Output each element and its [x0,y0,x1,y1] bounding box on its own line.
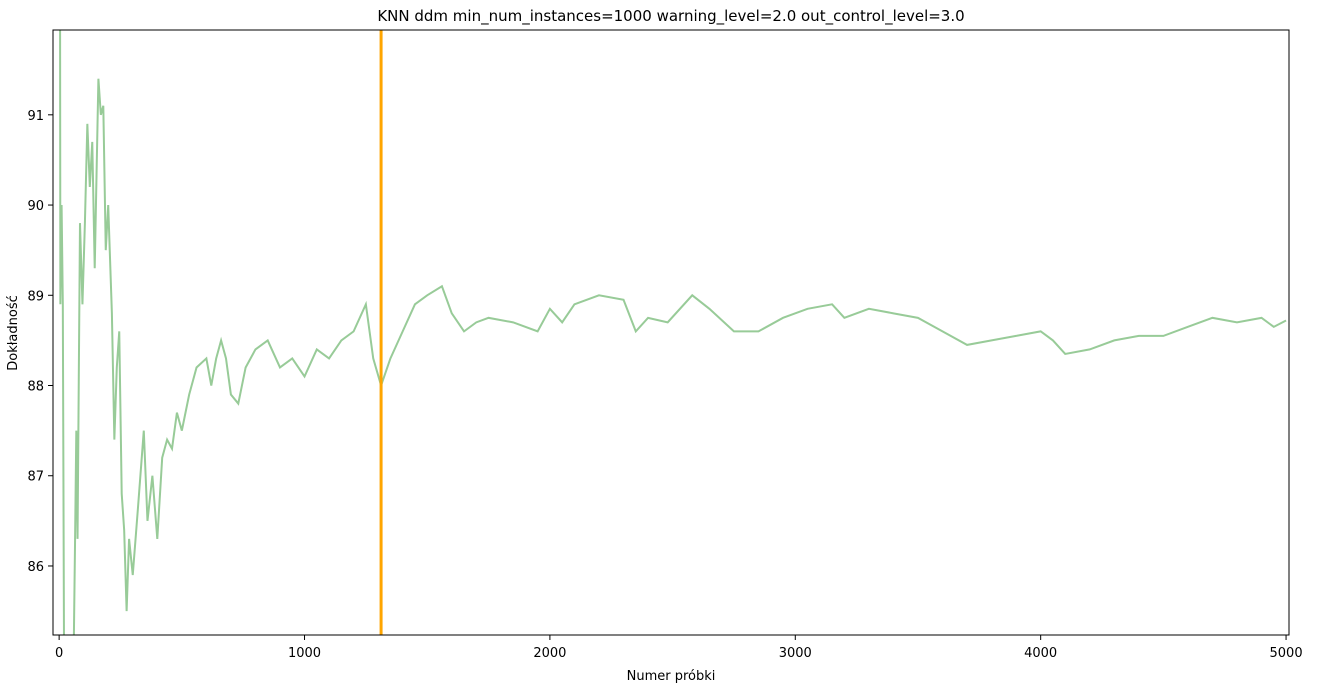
plot-frame [52,29,1290,636]
y-tick-label: 88 [27,380,44,395]
data-line [59,30,1287,635]
x-tick-label: 4000 [1024,646,1057,661]
x-tick-label: 5000 [1270,646,1303,661]
plot-area [59,30,1287,635]
x-axis-label: Numer próbki [627,669,716,684]
y-tick-label: 86 [27,560,44,575]
chart-title: KNN ddm min_num_instances=1000 warning_l… [377,7,964,26]
y-tick-label: 91 [27,109,44,124]
x-tick-label: 3000 [779,646,812,661]
x-tick-label: 0 [55,646,63,661]
x-tick-label: 2000 [533,646,566,661]
y-axis-label: Dokładność [6,295,21,371]
y-tick-label: 90 [27,199,44,214]
x-tick-label: 1000 [288,646,321,661]
y-tick-label: 87 [27,470,44,485]
y-tick-label: 89 [27,289,44,304]
